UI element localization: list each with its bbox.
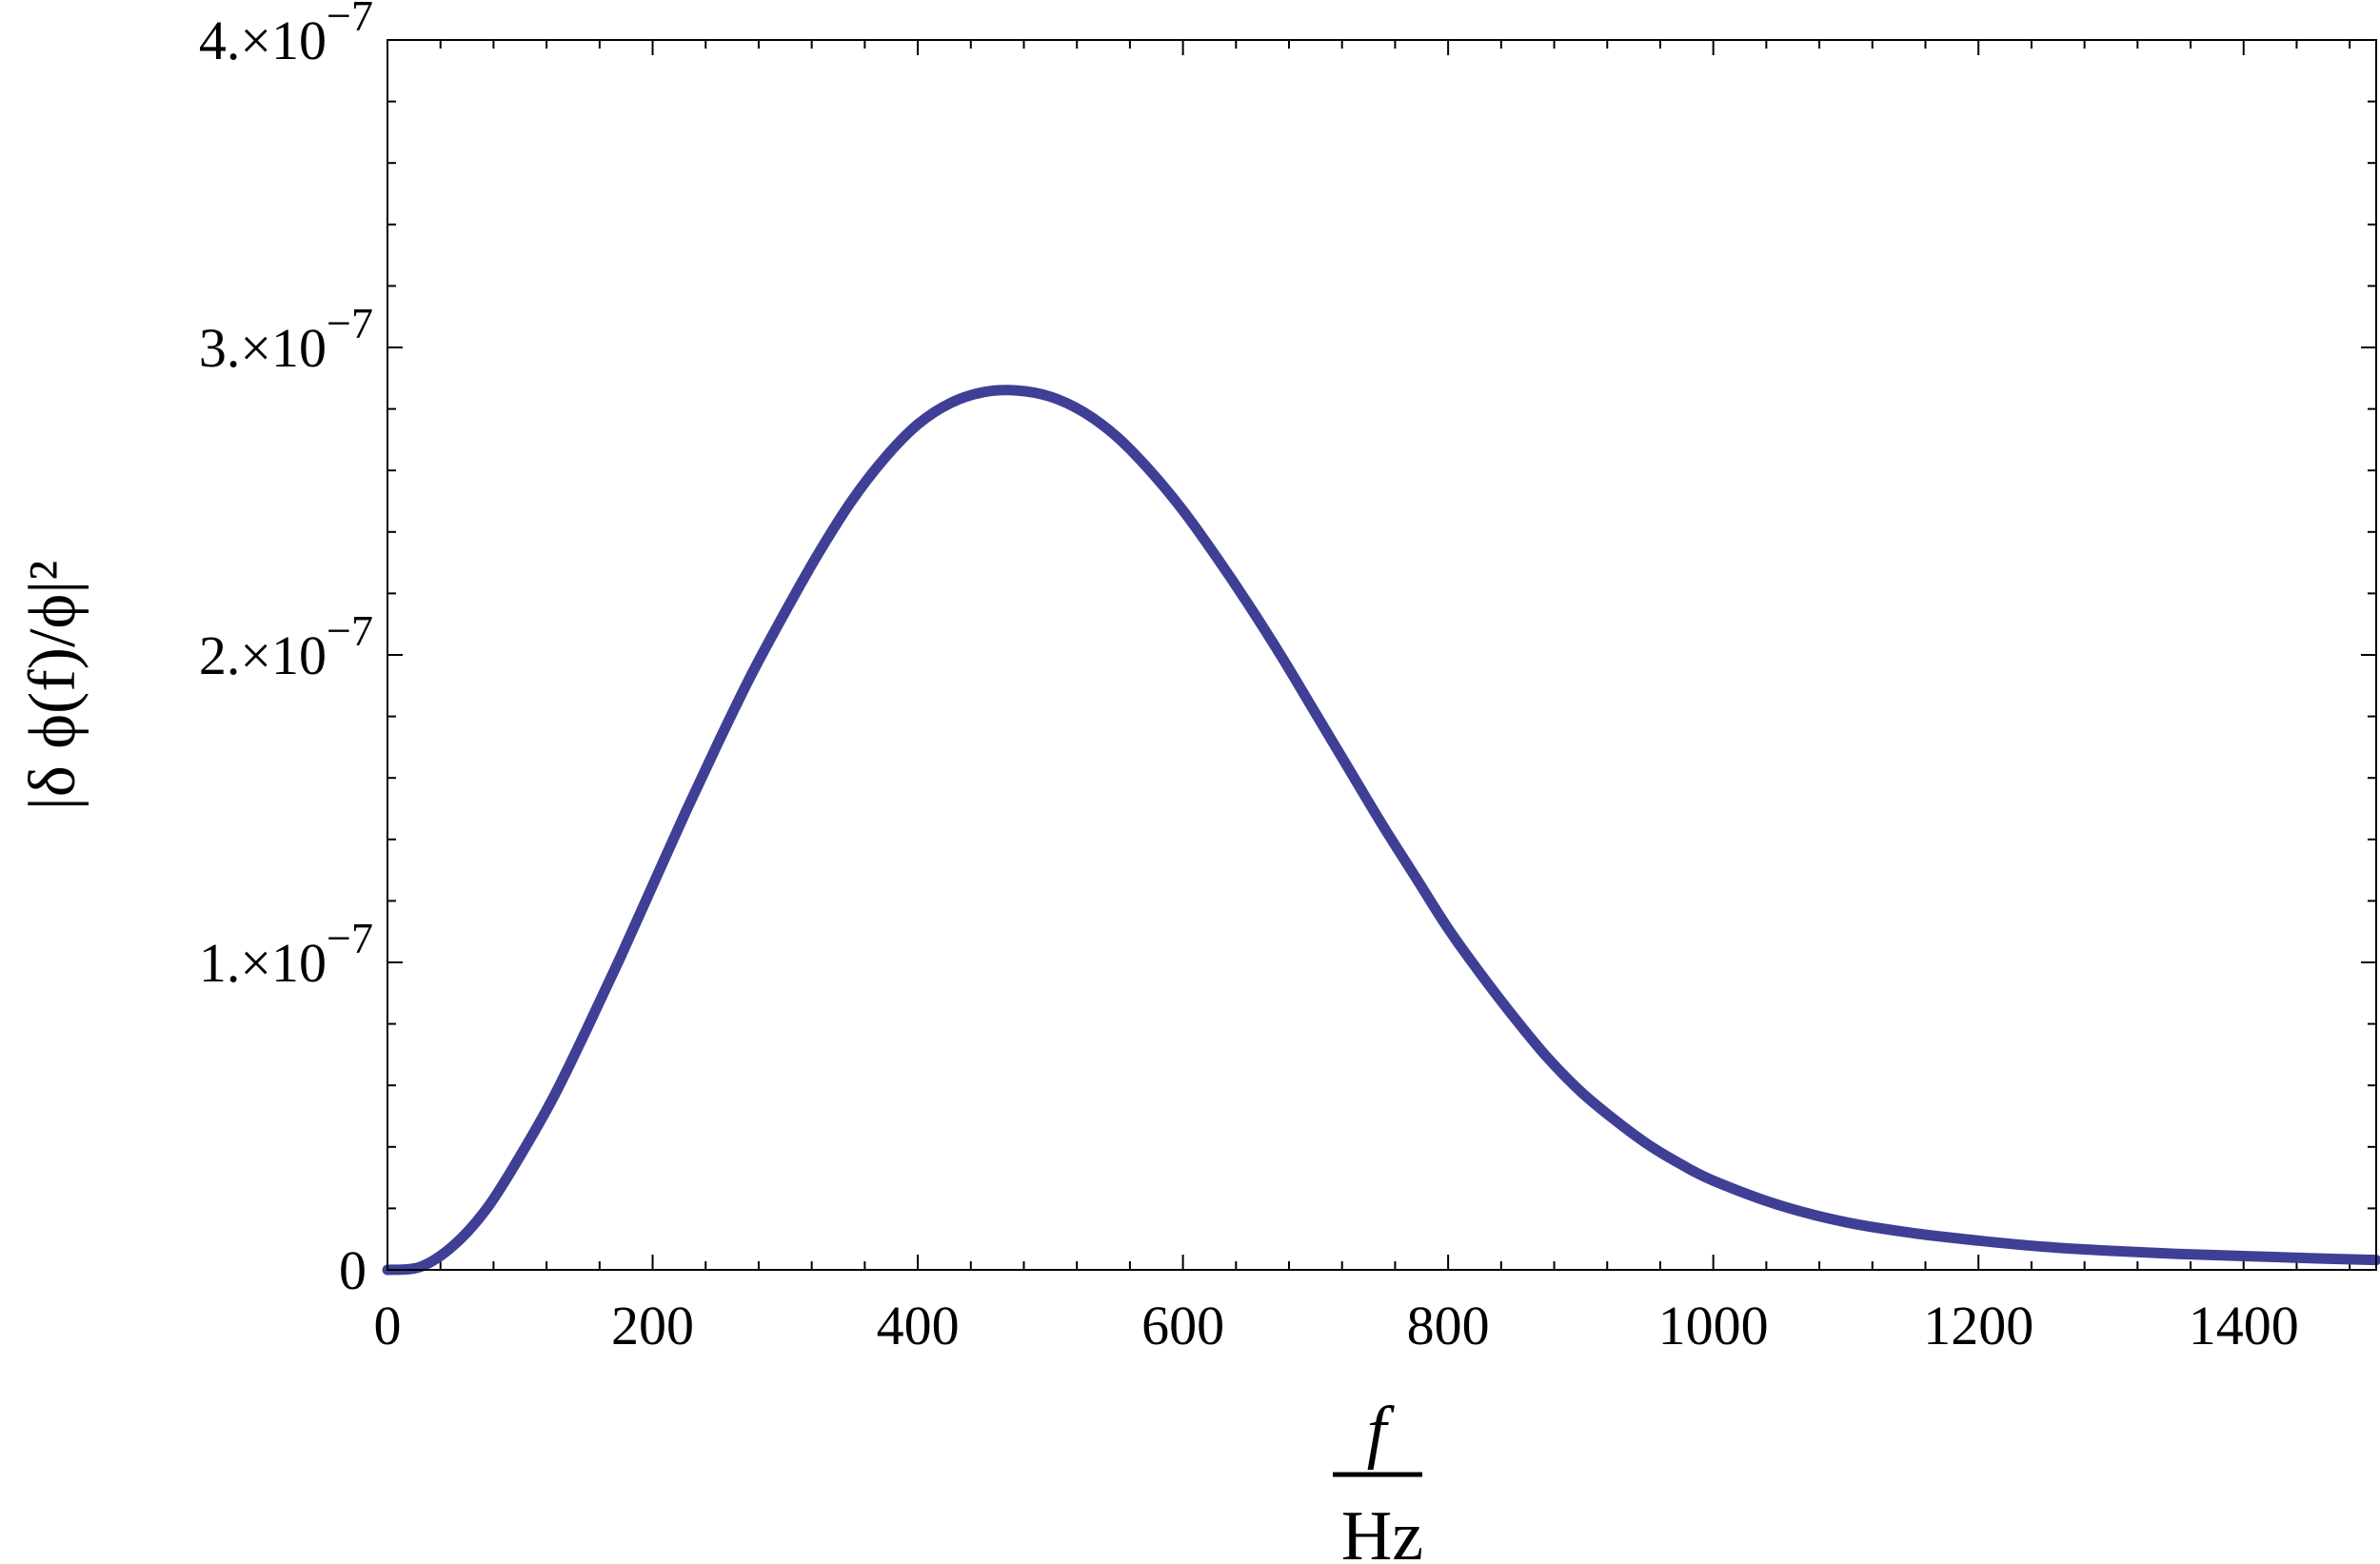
x-axis-label-numerator: f: [1367, 1393, 1396, 1471]
y-tick-label-exponent: −7: [327, 299, 373, 347]
y-tick-label: 3.×10−7: [199, 299, 373, 379]
x-axis-label-denominator: Hz: [1341, 1497, 1423, 1564]
x-tick-label: 200: [611, 1295, 694, 1356]
plot-frame: [387, 39, 2377, 1271]
x-tick-label: 600: [1141, 1295, 1224, 1356]
series-line: [382, 385, 2380, 1276]
y-tick-label: 2.×10−7: [199, 606, 373, 686]
x-tick-labels: 0 200 400 600 800 1000 1200 1400: [374, 1295, 2299, 1356]
x-tick-label: 1400: [2189, 1295, 2299, 1356]
y-axis-label: |δ ϕ(f)/ϕ|²: [16, 561, 89, 811]
y-tick-label-exponent: −7: [327, 914, 373, 962]
y-tick-label: 4.×10−7: [199, 0, 373, 71]
minor-ticks: [387, 40, 2376, 1270]
x-tick-label: 1200: [1923, 1295, 2033, 1356]
y-tick-label-exponent: −7: [327, 606, 373, 655]
y-tick-labels: 01.×10−72.×10−73.×10−74.×10−7: [199, 0, 373, 1301]
y-tick-label-mantissa: 2.×10: [199, 624, 327, 686]
y-tick-label-mantissa: 3.×10: [199, 317, 327, 379]
x-tick-label: 400: [877, 1295, 960, 1356]
x-axis-label: f Hz: [1333, 1393, 1423, 1564]
y-tick-label-mantissa: 4.×10: [199, 10, 327, 71]
x-tick-label: 0: [374, 1295, 402, 1356]
y-tick-label-exponent: −7: [327, 0, 373, 40]
y-tick-label: 1.×10−7: [199, 914, 373, 994]
x-tick-label: 1000: [1658, 1295, 1769, 1356]
y-tick-label-mantissa: 1.×10: [199, 932, 327, 994]
y-tick-label: 0: [339, 1239, 367, 1301]
major-ticks: [387, 39, 2376, 1271]
x-tick-label: 800: [1407, 1295, 1490, 1356]
